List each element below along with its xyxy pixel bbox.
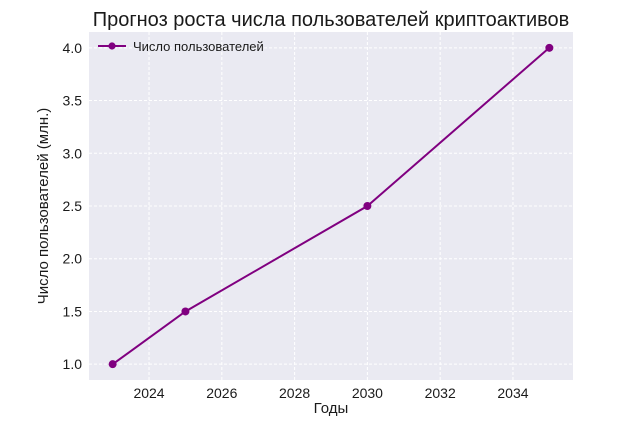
chart-title: Прогноз роста числа пользователей крипто… — [93, 9, 570, 31]
y-tick-label: 4.0 — [63, 40, 83, 56]
y-tick-label: 3.0 — [63, 145, 83, 161]
y-tick-label: 2.5 — [63, 198, 83, 214]
y-tick-label: 1.0 — [63, 356, 83, 372]
series-line — [112, 47, 550, 366]
x-tick-label: 2026 — [206, 385, 237, 401]
x-axis-label: Годы — [314, 400, 349, 417]
x-tick-label: 2032 — [425, 385, 456, 401]
series-layer — [108, 43, 554, 369]
data-point — [363, 202, 372, 210]
data-point — [108, 360, 117, 369]
x-axis-ticks: 2024 2026 2028 2030 2032 2034 — [133, 385, 528, 401]
y-tick-label: 1.5 — [63, 303, 83, 319]
x-tick-label: 2028 — [279, 385, 310, 401]
y-tick-label: 2.0 — [63, 251, 83, 267]
data-point — [181, 307, 190, 316]
grid-lines — [89, 32, 573, 380]
legend: Число пользователей — [98, 39, 264, 54]
x-tick-label: 2024 — [133, 385, 164, 401]
x-tick-label: 2034 — [497, 385, 528, 401]
legend-point-marker — [108, 42, 116, 50]
data-point — [545, 43, 554, 52]
y-axis-ticks: 1.0 1.5 2.0 2.5 3.0 3.5 4.0 — [63, 40, 83, 372]
y-tick-label: 3.5 — [63, 93, 83, 109]
legend-label: Число пользователей — [133, 39, 264, 54]
x-tick-label: 2030 — [352, 385, 383, 401]
y-axis-label: Число пользователей (млн.) — [35, 108, 52, 305]
